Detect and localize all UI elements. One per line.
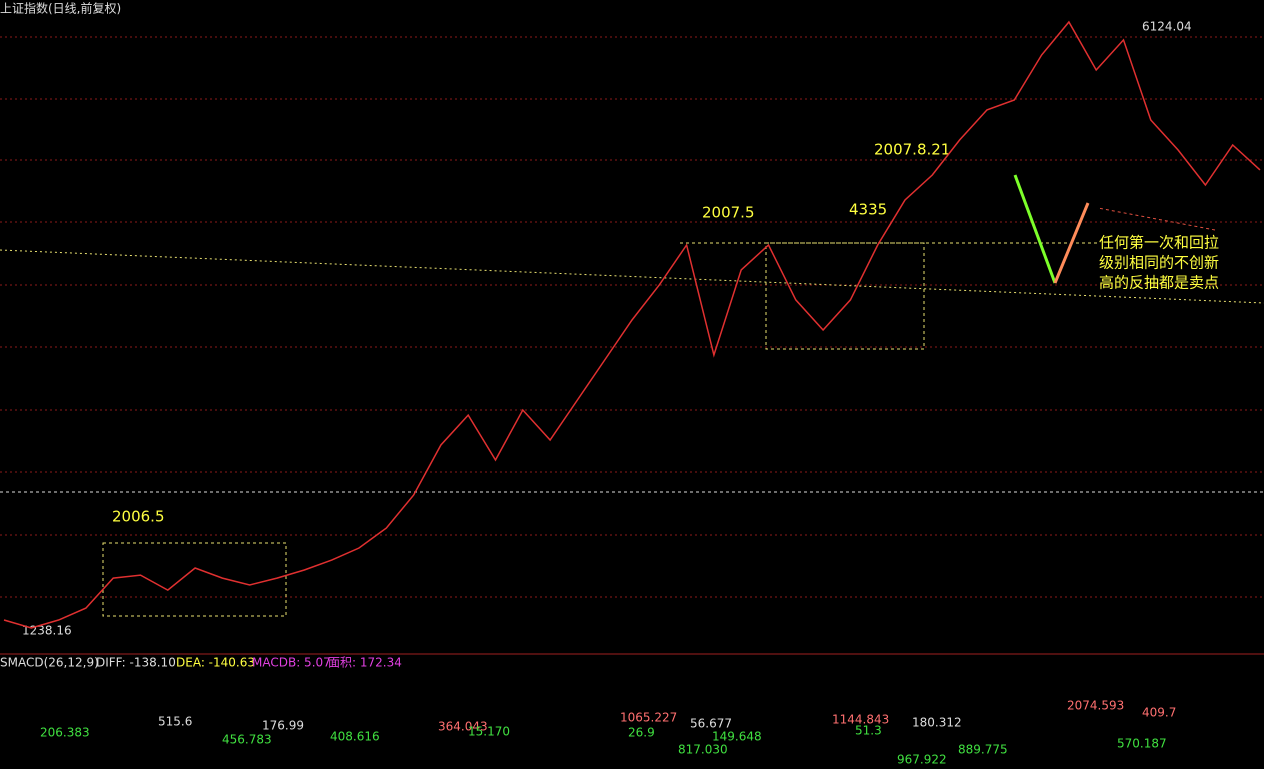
arrow xyxy=(1097,207,1216,231)
price-line xyxy=(3,20,1261,629)
drop-leg xyxy=(1013,174,1057,284)
macd-label: 515.6 xyxy=(158,715,192,729)
annotation: 2007.5 xyxy=(702,204,755,222)
macd-macdb: MACDB: 5.07 xyxy=(252,656,331,670)
low-label: 1238.16 xyxy=(22,624,72,638)
macd-label: 409.7 xyxy=(1142,706,1176,720)
macd-label: 364.043 xyxy=(438,720,488,734)
chart-title: 上证指数(日线,前复权) xyxy=(0,1,121,16)
annotation: 4335 xyxy=(849,201,887,219)
note: 高的反抽都是卖点 xyxy=(1099,274,1219,292)
macd-label: 456.783 xyxy=(222,733,272,747)
range-box xyxy=(102,542,287,617)
macd-label: 206.383 xyxy=(40,726,90,740)
note: 级别相同的不创新 xyxy=(1099,254,1219,272)
macd-label: 1144.843 xyxy=(832,713,889,727)
macd-dea: DEA: -140.63 xyxy=(176,656,255,670)
macd-label: 180.312 xyxy=(912,716,962,730)
trend-line xyxy=(0,249,1264,304)
macd-name: SMACD(26,12,9) xyxy=(0,656,99,670)
macd-label: 2074.593 xyxy=(1067,699,1124,713)
macd-label: 56.677 xyxy=(690,717,732,731)
rebound-leg xyxy=(1053,202,1090,284)
macd-label: 408.616 xyxy=(330,730,380,744)
macd-label: 176.99 xyxy=(262,719,304,733)
macd-label: 570.187 xyxy=(1117,737,1167,751)
macd-label: 817.030 xyxy=(678,743,728,757)
note: 任何第一次和回拉 xyxy=(1099,234,1219,252)
macd-label: 1065.227 xyxy=(620,711,677,725)
macd-label: 967.922 xyxy=(897,753,947,767)
macd-label: 26.9 xyxy=(628,726,655,740)
high-label: 6124.04 xyxy=(1142,20,1192,34)
grid xyxy=(0,36,1264,598)
macd-area: 面积: 172.34 xyxy=(328,656,402,670)
range-box xyxy=(765,242,925,350)
annotation: 2007.8.21 xyxy=(874,141,950,159)
macd-label: 51.3 xyxy=(855,724,882,738)
macd-label: 15.170 xyxy=(468,725,510,739)
macd-label: 149.648 xyxy=(712,730,762,744)
macd-label: 889.775 xyxy=(958,743,1008,757)
annotation: 2006.5 xyxy=(112,508,165,526)
macd-diff: DIFF: -138.10 xyxy=(96,656,176,670)
